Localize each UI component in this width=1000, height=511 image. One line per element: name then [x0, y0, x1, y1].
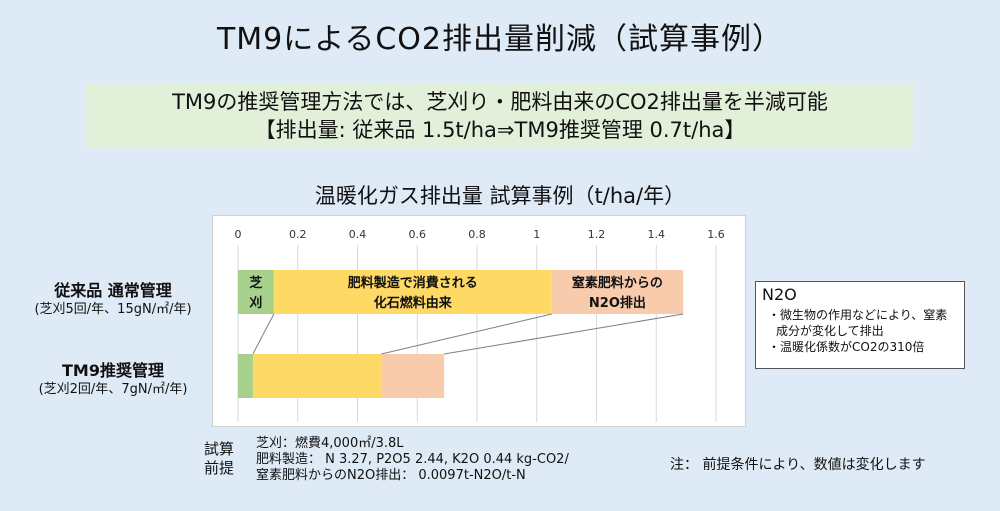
segment-label: 刈	[249, 295, 262, 311]
category-label: 従来品 通常管理	[54, 281, 172, 300]
page-title: TM9によるCO2排出量削減（試算事例）	[216, 22, 784, 57]
footnote: 注： 前提条件により、数値は変化します	[670, 457, 926, 473]
basis-line: 窒素肥料からのN2O排出： 0.0097t-N2O/t-N	[256, 468, 526, 483]
banner-line-2: 【排出量: 従来品 1.5t/ha⇒TM9推奨管理 0.7t/ha】	[254, 118, 746, 142]
x-tick-label: 1.4	[648, 228, 666, 241]
x-tick-label: 0	[235, 228, 242, 241]
category-sublabel: (芝刈2回/年、7gN/㎡/年)	[38, 382, 188, 397]
basis-label-line: 試算	[204, 440, 235, 458]
category-sublabel: (芝刈5回/年、15gN/㎡/年)	[34, 302, 192, 317]
n2o-item: ・温暖化係数がCO2の310倍	[768, 340, 925, 354]
x-tick-label: 1	[533, 228, 540, 241]
x-tick-label: 0.8	[468, 228, 486, 241]
category-label: TM9推奨管理	[62, 361, 164, 380]
x-tick-label: 1.6	[707, 228, 725, 241]
n2o-heading: N2O	[762, 285, 797, 304]
basis-label-line: 前提	[204, 459, 235, 477]
bar-segment	[381, 354, 445, 398]
x-tick-label: 0.2	[289, 228, 307, 241]
x-tick-label: 0.6	[409, 228, 427, 241]
basis-label: 試算 前提	[204, 440, 234, 478]
chart-title: 温暖化ガス排出量 試算事例（t/ha/年）	[314, 184, 686, 208]
banner-line-1: TM9の推奨管理方法では、芝刈り・肥料由来のCO2排出量を半減可能	[172, 90, 828, 114]
segment-label: 化石燃料由来	[374, 295, 453, 311]
basis-line: 肥料製造： N 3.27, P2O5 2.44, K2O 0.44 kg-CO2…	[256, 452, 569, 467]
segment-label: N2O排出	[589, 295, 646, 311]
bar-segment	[252, 354, 382, 398]
summary-banner: TM9の推奨管理方法では、芝刈り・肥料由来のCO2排出量を半減可能 【排出量: …	[86, 84, 914, 148]
n2o-info-box: N2O ・微生物の作用などにより、窒素成分が変化して排出 ・温暖化係数がCO2の…	[755, 281, 965, 369]
bar-segment	[273, 270, 552, 314]
x-tick-label: 1.2	[588, 228, 606, 241]
category-conventional: 従来品 通常管理 (芝刈5回/年、15gN/㎡/年)	[8, 281, 218, 319]
segment-label: 窒素肥料からの	[572, 275, 663, 291]
x-tick-label: 0.4	[349, 228, 367, 241]
segment-label: 芝	[249, 275, 262, 291]
basis-line: 芝刈：燃費4,000㎡/3.8L	[256, 436, 404, 451]
bar-segment	[551, 270, 684, 314]
calculation-basis: 芝刈：燃費4,000㎡/3.8L 肥料製造： N 3.27, P2O5 2.44…	[256, 436, 569, 484]
n2o-item: ・微生物の作用などにより、窒素成分が変化して排出	[768, 308, 948, 338]
bar-segment	[238, 270, 274, 314]
category-tm9: TM9推奨管理 (芝刈2回/年、7gN/㎡/年)	[8, 361, 218, 399]
connector-line	[444, 313, 684, 355]
connector-line	[381, 313, 552, 355]
connector-line	[252, 313, 275, 355]
segment-label: 肥料製造で消費される	[348, 275, 478, 291]
bar-segment	[238, 354, 253, 398]
